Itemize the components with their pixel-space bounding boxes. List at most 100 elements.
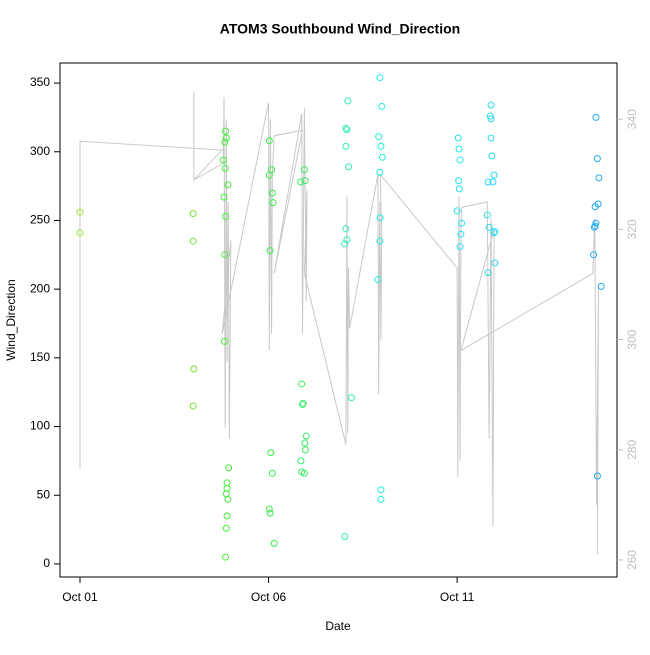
point: [458, 219, 466, 227]
point: [298, 401, 306, 409]
y-axis-title: Wind_Direction: [4, 279, 18, 360]
point: [265, 137, 273, 145]
point: [342, 142, 350, 150]
point: [483, 211, 491, 219]
point: [268, 189, 276, 197]
point: [265, 505, 273, 513]
point: [376, 168, 384, 176]
x-tick-label: Oct 01: [62, 590, 98, 604]
point: [300, 166, 308, 174]
point: [220, 337, 228, 345]
point: [590, 251, 598, 259]
y-tick-label: 100: [30, 419, 50, 433]
y2-tick-label: 260: [625, 550, 639, 570]
y2-tick-label: 280: [625, 439, 639, 459]
point: [377, 142, 385, 150]
point: [592, 113, 600, 121]
point: [190, 365, 198, 373]
point: [592, 219, 600, 227]
chart-title: ATOM3 Southbound Wind_Direction: [220, 21, 460, 37]
point: [221, 164, 229, 172]
point: [343, 236, 351, 244]
point: [224, 495, 232, 503]
point: [374, 276, 382, 284]
point: [455, 185, 463, 193]
point: [456, 243, 464, 251]
point: [590, 223, 598, 231]
point: [223, 512, 231, 520]
point: [222, 553, 230, 561]
point: [376, 214, 384, 222]
point: [301, 439, 309, 447]
x-axis-title: Date: [325, 619, 351, 633]
point: [593, 155, 601, 163]
point: [219, 156, 227, 164]
point: [268, 469, 276, 477]
point: [222, 212, 230, 220]
point: [348, 394, 356, 402]
point: [298, 380, 306, 388]
point: [270, 539, 278, 547]
point: [221, 138, 229, 146]
point: [189, 402, 197, 410]
point: [457, 230, 465, 238]
point: [455, 177, 463, 185]
point: [302, 446, 310, 454]
point: [456, 156, 464, 164]
point: [376, 237, 384, 245]
point: [222, 524, 230, 532]
point: [266, 509, 274, 517]
y-tick-label: 350: [30, 75, 50, 89]
point: [591, 203, 599, 211]
point: [490, 171, 498, 179]
point: [484, 178, 492, 186]
y2-tick-label: 340: [625, 109, 639, 129]
point: [344, 163, 352, 171]
plot-frame: [59, 62, 618, 578]
point: [189, 210, 197, 218]
point: [220, 193, 228, 201]
point: [267, 449, 275, 457]
point: [344, 97, 352, 105]
point: [378, 153, 386, 161]
point: [341, 532, 349, 540]
point: [486, 112, 494, 120]
point: [189, 237, 197, 245]
y-tick-label: 200: [30, 281, 50, 295]
point: [488, 152, 496, 160]
y2-tick-label: 320: [625, 219, 639, 239]
point: [222, 127, 230, 135]
y-tick-label: 50: [37, 487, 51, 501]
y2-tick-label: 300: [625, 329, 639, 349]
point: [300, 469, 308, 477]
y-tick-label: 250: [30, 213, 50, 227]
point: [341, 240, 349, 248]
point: [342, 225, 350, 233]
point: [342, 124, 350, 132]
point: [377, 486, 385, 494]
point: [297, 457, 305, 465]
point: [453, 207, 461, 215]
y-tick-label: 0: [43, 556, 50, 570]
point: [223, 479, 231, 487]
point: [269, 199, 277, 207]
line: [79, 91, 600, 555]
point: [377, 495, 385, 503]
point: [491, 227, 499, 235]
point: [595, 174, 603, 182]
point: [485, 223, 493, 231]
y-tick-label: 300: [30, 144, 50, 158]
point: [343, 126, 351, 134]
point: [484, 269, 492, 277]
point: [487, 101, 495, 109]
point: [378, 102, 386, 110]
point: [375, 133, 383, 141]
point: [376, 74, 384, 82]
point: [487, 115, 495, 123]
point: [489, 178, 497, 186]
point: [491, 259, 499, 267]
point: [225, 464, 233, 472]
point: [224, 181, 232, 189]
